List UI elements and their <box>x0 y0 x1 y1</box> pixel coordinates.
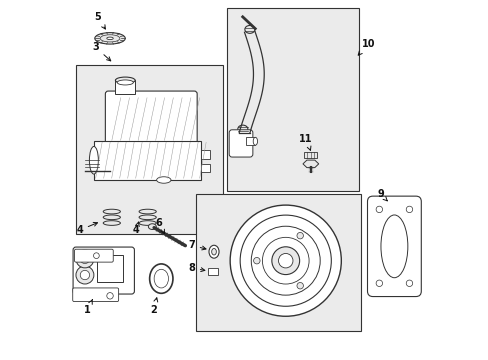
Circle shape <box>253 257 260 264</box>
Bar <box>115 80 135 94</box>
Ellipse shape <box>148 224 156 229</box>
Ellipse shape <box>139 221 156 225</box>
Circle shape <box>375 206 382 213</box>
Ellipse shape <box>95 33 125 44</box>
Text: 6: 6 <box>156 218 164 234</box>
Text: 7: 7 <box>188 240 205 250</box>
Ellipse shape <box>253 137 257 145</box>
Ellipse shape <box>89 147 98 174</box>
Ellipse shape <box>103 215 120 220</box>
Bar <box>246 137 255 145</box>
Ellipse shape <box>103 221 120 225</box>
FancyBboxPatch shape <box>73 288 119 302</box>
Circle shape <box>76 266 94 284</box>
Circle shape <box>375 280 382 287</box>
Ellipse shape <box>244 26 254 33</box>
Ellipse shape <box>139 215 156 220</box>
Text: 11: 11 <box>299 134 312 150</box>
Text: 5: 5 <box>94 12 105 29</box>
Bar <box>201 150 210 159</box>
FancyBboxPatch shape <box>367 196 421 297</box>
Circle shape <box>93 253 99 258</box>
Ellipse shape <box>115 77 135 84</box>
Circle shape <box>80 254 89 264</box>
Circle shape <box>76 250 94 268</box>
Circle shape <box>296 283 303 289</box>
Circle shape <box>80 270 89 280</box>
Circle shape <box>296 233 303 239</box>
Ellipse shape <box>103 209 120 214</box>
Text: 2: 2 <box>150 298 158 315</box>
Bar <box>201 164 210 172</box>
Ellipse shape <box>139 209 156 214</box>
Bar <box>97 255 122 282</box>
FancyBboxPatch shape <box>73 247 134 294</box>
Circle shape <box>106 293 113 299</box>
Text: 8: 8 <box>187 263 204 273</box>
Ellipse shape <box>156 177 171 183</box>
Circle shape <box>406 280 412 287</box>
Ellipse shape <box>237 125 247 133</box>
Circle shape <box>278 253 292 268</box>
Text: 4: 4 <box>133 222 139 235</box>
Polygon shape <box>303 160 318 168</box>
Ellipse shape <box>208 245 219 258</box>
FancyBboxPatch shape <box>105 91 197 147</box>
Bar <box>94 140 201 180</box>
Text: 4: 4 <box>76 222 97 235</box>
Bar <box>226 8 359 191</box>
Circle shape <box>271 247 299 275</box>
Ellipse shape <box>211 248 216 255</box>
Text: 9: 9 <box>377 189 386 201</box>
Bar <box>196 194 360 330</box>
Ellipse shape <box>106 37 113 40</box>
FancyBboxPatch shape <box>74 249 113 262</box>
Bar <box>304 152 317 158</box>
Circle shape <box>230 205 341 316</box>
FancyBboxPatch shape <box>229 130 252 157</box>
Bar <box>76 65 223 234</box>
Bar <box>208 268 217 275</box>
Text: 3: 3 <box>92 42 110 61</box>
Text: 10: 10 <box>358 39 374 55</box>
Ellipse shape <box>117 80 133 85</box>
Text: 1: 1 <box>84 300 92 315</box>
Circle shape <box>406 206 412 213</box>
